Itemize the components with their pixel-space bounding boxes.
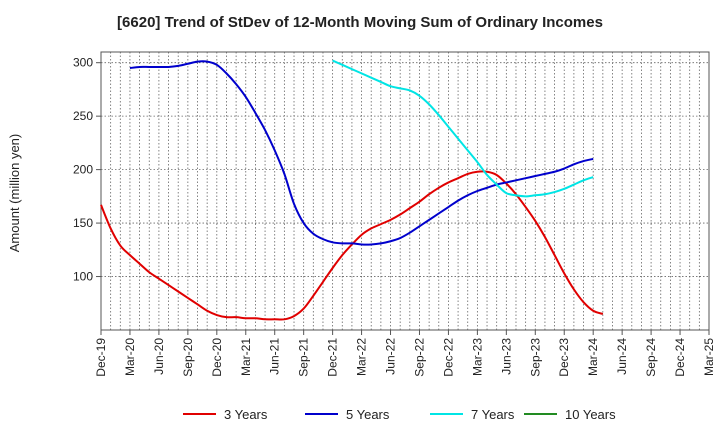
x-tick-label: Jun-23 bbox=[499, 338, 513, 375]
legend-label: 10 Years bbox=[565, 407, 616, 422]
y-axis-title: Amount (million yen) bbox=[7, 134, 22, 253]
x-tick-label: Sep-21 bbox=[297, 338, 311, 377]
x-tick-label: Dec-21 bbox=[326, 338, 340, 377]
series-lines bbox=[100, 59, 604, 321]
x-tick-label: Mar-20 bbox=[123, 338, 137, 376]
series-line-7-years bbox=[332, 59, 594, 198]
x-tick-label: Dec-19 bbox=[94, 338, 108, 377]
grid-lines bbox=[101, 52, 709, 330]
x-tick-label: Dec-23 bbox=[557, 338, 571, 377]
x-tick-label: Dec-24 bbox=[673, 338, 687, 377]
y-tick-label: 150 bbox=[73, 216, 93, 230]
legend-label: 3 Years bbox=[224, 407, 268, 422]
legend-label: 5 Years bbox=[346, 407, 390, 422]
x-tick-label: Mar-22 bbox=[355, 338, 369, 376]
x-tick-label: Sep-24 bbox=[644, 338, 658, 377]
x-tick-label: Jun-21 bbox=[268, 338, 282, 375]
x-tick-label: Mar-23 bbox=[470, 338, 484, 376]
legend-label: 7 Years bbox=[471, 407, 515, 422]
series-line-5-years bbox=[129, 60, 594, 246]
x-tick-label: Mar-25 bbox=[702, 338, 716, 376]
x-tick-label: Mar-24 bbox=[586, 338, 600, 376]
x-tick-label: Jun-20 bbox=[152, 338, 166, 375]
x-tick-label: Mar-21 bbox=[239, 338, 253, 376]
legend: 3 Years 5 Years 7 Years 10 Years bbox=[183, 407, 616, 422]
x-tick-label: Jun-22 bbox=[384, 338, 398, 375]
x-tick-label: Jun-24 bbox=[615, 338, 629, 375]
x-tick-label: Sep-20 bbox=[181, 338, 195, 377]
x-tick-label: Sep-22 bbox=[412, 338, 426, 377]
y-tick-label: 200 bbox=[73, 163, 93, 177]
x-tick-label: Dec-22 bbox=[441, 338, 455, 377]
x-tick-label: Dec-20 bbox=[210, 338, 224, 377]
y-tick-label: 300 bbox=[73, 56, 93, 70]
plot-area bbox=[100, 51, 710, 331]
series-line-3-years bbox=[100, 170, 604, 321]
y-tick-label: 250 bbox=[73, 109, 93, 123]
y-axis: 100 150 200 250 300 bbox=[73, 56, 101, 284]
x-tick-label: Sep-23 bbox=[528, 338, 542, 377]
chart-title: [6620] Trend of StDev of 12-Month Moving… bbox=[117, 14, 603, 31]
x-axis: Dec-19 Mar-20 Jun-20 Sep-20 Dec-20 Mar-21 Jun-… bbox=[94, 330, 716, 377]
y-tick-label: 100 bbox=[73, 270, 93, 284]
